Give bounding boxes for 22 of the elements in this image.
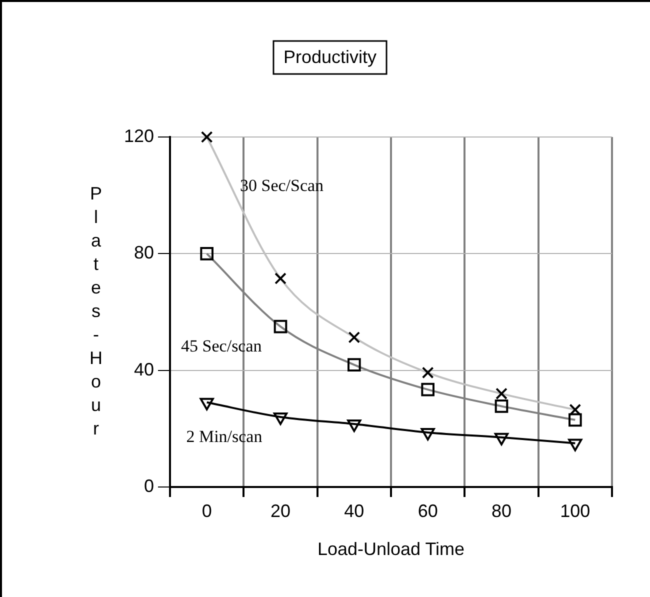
text: Plates-Hour [90,183,102,438]
x-tick-label: 60 [418,500,438,521]
y-tick-label: 120 [124,126,154,146]
x-tick-label: 40 [344,500,364,521]
x-tick-label: 80 [491,500,512,521]
chart-title: Productivity [283,46,377,67]
point [420,428,435,440]
series-label: 30 Sec/Scan [240,176,324,196]
x-tick-label: 100 [560,500,590,521]
point [494,432,509,446]
y-tick-label: 0 [144,476,154,496]
point [568,438,582,452]
series-label: 45 Sec/scan [181,336,262,356]
point [200,398,214,410]
y-tick-label: 80 [134,242,154,263]
x-axis-title: Load-Unload Time [317,538,465,559]
point [347,420,362,432]
point [273,412,288,425]
series-label: 2 Min/scan [186,426,263,446]
x-tick-label: 0 [202,500,212,521]
y-tick-label: 40 [134,359,154,380]
x-tick-label: 20 [270,500,291,521]
